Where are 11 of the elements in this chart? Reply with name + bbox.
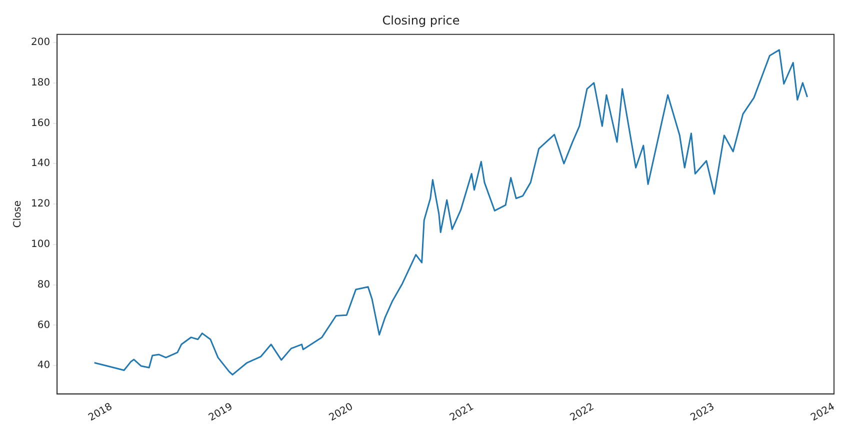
- chart-title: Closing price: [382, 13, 460, 28]
- y-tick-label: 140: [30, 158, 50, 170]
- y-tick-label: 200: [30, 37, 50, 48]
- y-axis-title: Close: [12, 200, 24, 228]
- y-tick-label: 80: [37, 279, 50, 290]
- y-tick-label: 100: [30, 239, 50, 250]
- y-tick-label: 120: [30, 198, 50, 210]
- y-tick-label: 40: [37, 360, 50, 372]
- y-tick-label: 60: [37, 320, 50, 331]
- y-tick-label: 160: [30, 118, 50, 129]
- y-tick-label: 180: [30, 77, 50, 88]
